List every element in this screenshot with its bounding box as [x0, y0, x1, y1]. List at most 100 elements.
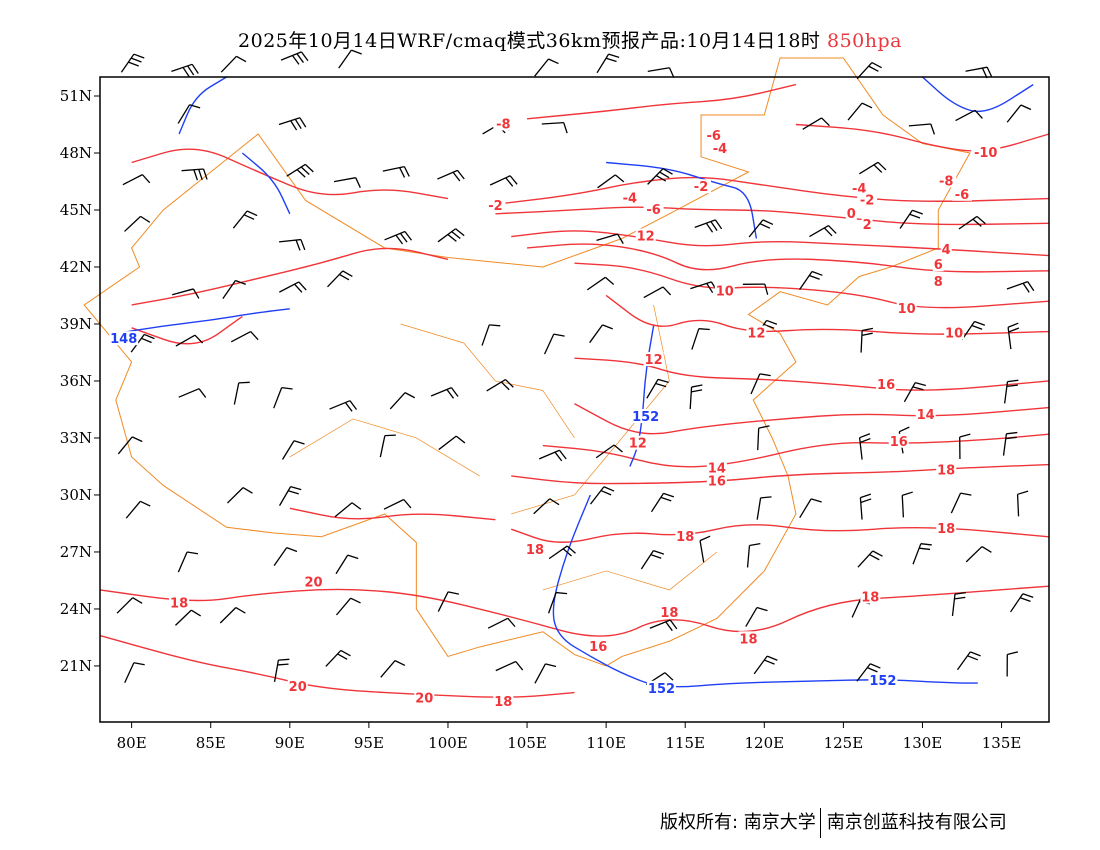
- wind-barb-feather: [976, 215, 986, 225]
- temperature-isotherm: [605, 294, 1050, 335]
- wind-barb-feather: [650, 554, 662, 559]
- wind-barb-feather: [281, 387, 293, 390]
- temperature-contours: [99, 83, 1050, 698]
- wind-barb: [335, 554, 359, 575]
- height-label: 152: [632, 410, 659, 425]
- wind-barb: [286, 163, 314, 178]
- lon-tick-label: 120E: [745, 734, 785, 752]
- isotherm-label: -2: [488, 199, 502, 214]
- label-background: [936, 521, 957, 536]
- wind-barb-feather: [1007, 651, 1019, 656]
- lon-tick-label: 135E: [982, 734, 1022, 752]
- wind-barb-staff: [125, 500, 141, 519]
- wind-barb: [640, 550, 665, 570]
- height-label: 152: [648, 682, 675, 697]
- label-background: [868, 673, 898, 688]
- wind-barb-staff: [595, 444, 615, 459]
- wind-barb-feather: [912, 209, 923, 215]
- wind-barb-feather: [141, 174, 151, 184]
- wind-barb: [1002, 431, 1018, 456]
- isotherm-label: 16: [890, 435, 908, 450]
- wind-barb-feather: [451, 231, 461, 240]
- wind-barb: [689, 384, 703, 410]
- wind-barb-feather: [614, 174, 625, 183]
- wind-barb: [172, 288, 200, 299]
- wind-barb: [595, 444, 623, 459]
- wind-barb-feather: [295, 239, 301, 251]
- province-border: [542, 551, 718, 591]
- wind-barb: [438, 435, 466, 451]
- wind-barb: [1004, 379, 1019, 404]
- wind-barb-staff: [748, 219, 764, 238]
- wind-barb: [538, 449, 567, 462]
- isotherm-label: -6: [706, 129, 720, 144]
- isotherm-label: 18: [739, 632, 757, 647]
- wind-barb: [543, 333, 565, 355]
- wind-barb-feather: [915, 382, 926, 387]
- label-background: [631, 409, 661, 424]
- wind-barb-feather: [710, 221, 718, 231]
- wind-barb-feather: [349, 400, 358, 410]
- wind-barb-staff: [640, 550, 654, 570]
- wind-barb-feather: [250, 331, 259, 341]
- wind-barb-staff: [1002, 433, 1008, 456]
- temperature-isotherm: [131, 315, 243, 345]
- wind-barb-feather: [238, 381, 250, 384]
- temperature-isotherm: [542, 433, 1050, 468]
- wind-barb-feather: [182, 67, 190, 77]
- wind-barb: [958, 215, 986, 230]
- wind-barb-staff: [278, 486, 292, 506]
- isotherm-label: 10: [945, 326, 963, 341]
- wind-barb-feather: [133, 662, 145, 666]
- wind-barb: [175, 334, 204, 347]
- label-background: [691, 179, 712, 194]
- isotherm-label: 6: [934, 258, 943, 273]
- wind-barb: [548, 545, 576, 560]
- wind-barb-feather: [344, 402, 353, 412]
- wind-barb-staff: [232, 210, 248, 229]
- wind-barb: [859, 493, 872, 520]
- wind-barb-staff: [437, 591, 449, 612]
- wind-barb-feather: [202, 168, 208, 180]
- wind-barb: [951, 591, 966, 617]
- wind-barb-feather: [447, 591, 460, 595]
- wind-barb: [486, 378, 514, 392]
- label-background: [896, 300, 917, 315]
- wind-barb-feather: [1019, 597, 1031, 603]
- wind-barb-staff: [750, 373, 761, 395]
- wind-barb-staff: [430, 387, 452, 397]
- wind-barb: [437, 591, 460, 612]
- wind-barb-staff: [533, 498, 551, 515]
- wind-barb: [384, 230, 413, 245]
- wind-barb: [847, 102, 873, 121]
- wind-barb: [382, 165, 410, 178]
- wind-barb-feather: [861, 332, 873, 337]
- lat-tick-label: 33N: [60, 429, 92, 447]
- wind-barb-feather: [190, 609, 202, 617]
- province-border: [511, 304, 670, 515]
- wind-barb: [756, 496, 772, 520]
- wind-barb-feather: [872, 550, 883, 557]
- wind-barb: [278, 117, 307, 131]
- wind-barb-staff: [757, 428, 760, 451]
- wind-barb-staff: [335, 554, 349, 575]
- wind-barb-feather: [457, 169, 465, 180]
- country-borders: [83, 57, 971, 667]
- province-border: [400, 323, 575, 439]
- wind-barb: [802, 117, 830, 130]
- wind-barb-feather: [549, 498, 560, 506]
- wind-barb-feather: [290, 486, 302, 491]
- wind-barb-feather: [663, 492, 675, 498]
- label-background: [659, 604, 680, 619]
- isotherm-label: 10: [716, 285, 734, 300]
- wind-barb-feather: [290, 120, 298, 131]
- wind-barb-staff: [334, 502, 353, 518]
- wind-barb-feather: [714, 219, 723, 230]
- wind-barb: [325, 649, 351, 667]
- temperature-isotherm: [99, 634, 575, 698]
- wind-barb: [955, 109, 983, 122]
- wind-barb-feather: [869, 663, 881, 669]
- wind-barb-feather: [300, 51, 309, 62]
- wind-barb-feather: [198, 169, 203, 181]
- height-label: 152: [869, 674, 896, 689]
